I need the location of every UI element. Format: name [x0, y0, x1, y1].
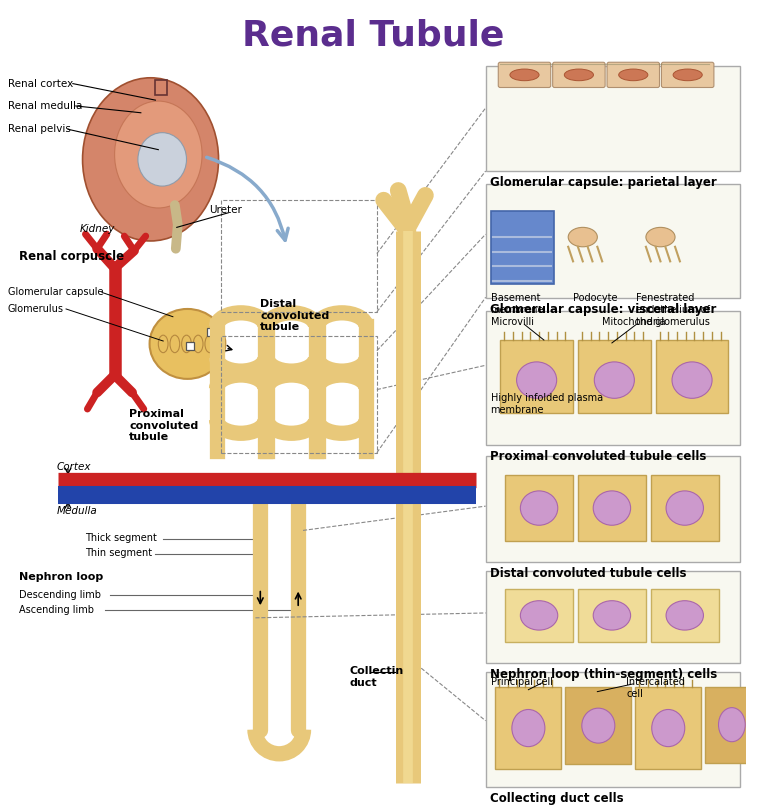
- Text: Basement
membrane: Basement membrane: [491, 294, 544, 315]
- Bar: [705, 687, 759, 762]
- Text: Principal cell: Principal cell: [491, 677, 552, 687]
- Bar: [565, 687, 631, 765]
- Bar: [221, 200, 377, 312]
- Ellipse shape: [719, 708, 745, 742]
- Ellipse shape: [593, 491, 631, 526]
- Text: Nephron loop: Nephron loop: [19, 572, 104, 582]
- Bar: [485, 456, 740, 563]
- Ellipse shape: [652, 710, 685, 747]
- Ellipse shape: [666, 601, 703, 630]
- Text: Fenestrated
endothelium of
the glomerulus: Fenestrated endothelium of the glomerulu…: [636, 294, 710, 327]
- Text: Mitochondria: Mitochondria: [602, 317, 666, 327]
- Ellipse shape: [564, 69, 594, 81]
- Bar: [635, 687, 701, 770]
- Ellipse shape: [150, 309, 225, 379]
- Bar: [207, 328, 216, 336]
- Text: Highly infolded plasma
membrane: Highly infolded plasma membrane: [491, 393, 603, 415]
- Bar: [485, 672, 740, 787]
- Text: Intercalated
cell: Intercalated cell: [627, 677, 685, 698]
- FancyBboxPatch shape: [661, 62, 714, 88]
- Ellipse shape: [138, 133, 187, 186]
- Bar: [485, 67, 740, 171]
- Text: Thin segment: Thin segment: [85, 547, 153, 558]
- Text: Glomerulus: Glomerulus: [8, 304, 64, 314]
- Ellipse shape: [593, 601, 631, 630]
- Bar: [578, 475, 646, 541]
- Bar: [186, 342, 194, 350]
- Ellipse shape: [646, 227, 675, 247]
- Bar: [578, 340, 650, 413]
- Bar: [485, 183, 740, 298]
- Ellipse shape: [521, 601, 558, 630]
- Bar: [221, 336, 377, 453]
- Ellipse shape: [594, 362, 634, 398]
- FancyBboxPatch shape: [553, 62, 605, 88]
- Text: Glomerular capsule: parietal layer: Glomerular capsule: parietal layer: [489, 176, 717, 189]
- Text: Podocyte: Podocyte: [573, 294, 617, 303]
- Text: Renal medulla: Renal medulla: [8, 101, 82, 111]
- FancyBboxPatch shape: [607, 62, 660, 88]
- Bar: [505, 475, 573, 541]
- Text: Descending limb: Descending limb: [19, 590, 101, 600]
- Bar: [505, 589, 573, 642]
- Text: Distal convoluted tubule cells: Distal convoluted tubule cells: [489, 568, 686, 581]
- Text: Nephron loop (thin-segment) cells: Nephron loop (thin-segment) cells: [489, 668, 717, 681]
- Ellipse shape: [511, 710, 545, 747]
- Ellipse shape: [521, 491, 558, 526]
- Ellipse shape: [510, 69, 539, 81]
- Text: Glomerular capsule: Glomerular capsule: [8, 287, 103, 298]
- Text: Collecting duct cells: Collecting duct cells: [489, 792, 623, 805]
- Bar: [495, 687, 561, 770]
- Text: Ureter: Ureter: [209, 205, 242, 215]
- Bar: [650, 589, 719, 642]
- Text: Renal pelvis: Renal pelvis: [8, 124, 71, 135]
- Bar: [485, 571, 740, 663]
- Text: Renal corpuscle: Renal corpuscle: [19, 250, 124, 263]
- Bar: [500, 340, 573, 413]
- Ellipse shape: [619, 69, 648, 81]
- Bar: [578, 589, 646, 642]
- Ellipse shape: [666, 491, 703, 526]
- Text: Thick segment: Thick segment: [85, 533, 157, 543]
- Text: Proximal convoluted tubule cells: Proximal convoluted tubule cells: [489, 450, 706, 463]
- Text: Microvilli: Microvilli: [491, 317, 534, 327]
- Bar: [656, 340, 729, 413]
- Text: Renal cortex: Renal cortex: [8, 79, 73, 88]
- Ellipse shape: [672, 362, 712, 398]
- Text: Ascending limb: Ascending limb: [19, 605, 94, 615]
- Ellipse shape: [582, 708, 615, 743]
- Ellipse shape: [568, 227, 598, 247]
- Text: Renal Tubule: Renal Tubule: [242, 18, 504, 52]
- Ellipse shape: [673, 69, 702, 81]
- Text: Collecting
duct: Collecting duct: [349, 667, 412, 688]
- Ellipse shape: [82, 78, 219, 241]
- Text: Cortex: Cortex: [56, 462, 91, 472]
- Bar: [650, 475, 719, 541]
- Text: Kidney: Kidney: [80, 225, 115, 234]
- Bar: [485, 311, 740, 445]
- Ellipse shape: [114, 101, 202, 208]
- Ellipse shape: [517, 362, 557, 398]
- Bar: [256, 628, 265, 637]
- Text: Proximal
convoluted
tubule: Proximal convoluted tubule: [129, 409, 198, 442]
- Bar: [155, 79, 167, 95]
- Bar: [403, 642, 412, 652]
- Text: Distal
convoluted
tubule: Distal convoluted tubule: [260, 299, 329, 333]
- Bar: [491, 211, 554, 284]
- Text: Medulla: Medulla: [56, 506, 97, 516]
- Text: Glomerular capsule: visceral layer: Glomerular capsule: visceral layer: [489, 303, 716, 316]
- FancyBboxPatch shape: [498, 62, 551, 88]
